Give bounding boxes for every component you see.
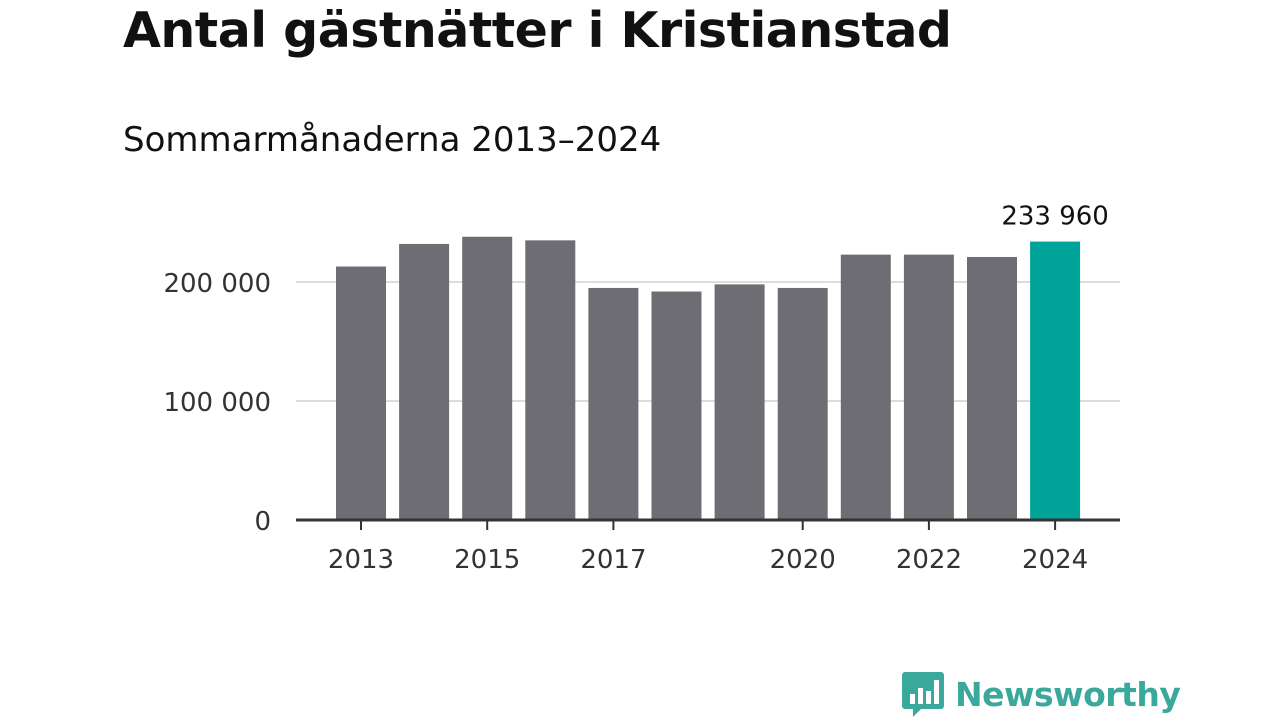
x-tick-label: 2017 [580,545,646,575]
bar [714,284,765,520]
bar [840,254,891,520]
newsworthy-logo: Newsworthy [901,670,1181,718]
bar [336,266,386,520]
y-tick-label: 0 [254,507,271,537]
chart-title: Antal gästnätter i Kristianstad [123,2,952,59]
bar [651,291,702,520]
x-tick-label: 2022 [896,545,962,575]
x-tick-label: 2015 [454,545,520,575]
newsworthy-logo-icon [902,672,944,717]
bar [903,254,954,520]
bar [399,243,450,521]
x-tick-label: 2024 [1022,545,1088,575]
x-tick-label: 2020 [770,545,836,575]
x-tick-label: 2013 [328,545,394,575]
y-tick-label: 100 000 [163,388,271,418]
bar [588,287,639,520]
chart-subtitle: Sommarmånaderna 2013–2024 [123,120,662,160]
bar [525,240,576,520]
y-tick-label: 200 000 [163,269,271,299]
bar [462,236,513,520]
newsworthy-logo-text: Newsworthy [955,674,1181,714]
bar [1030,241,1081,521]
bar [967,257,1017,520]
bar [777,287,828,520]
data-label: 233 960 [1001,202,1109,232]
